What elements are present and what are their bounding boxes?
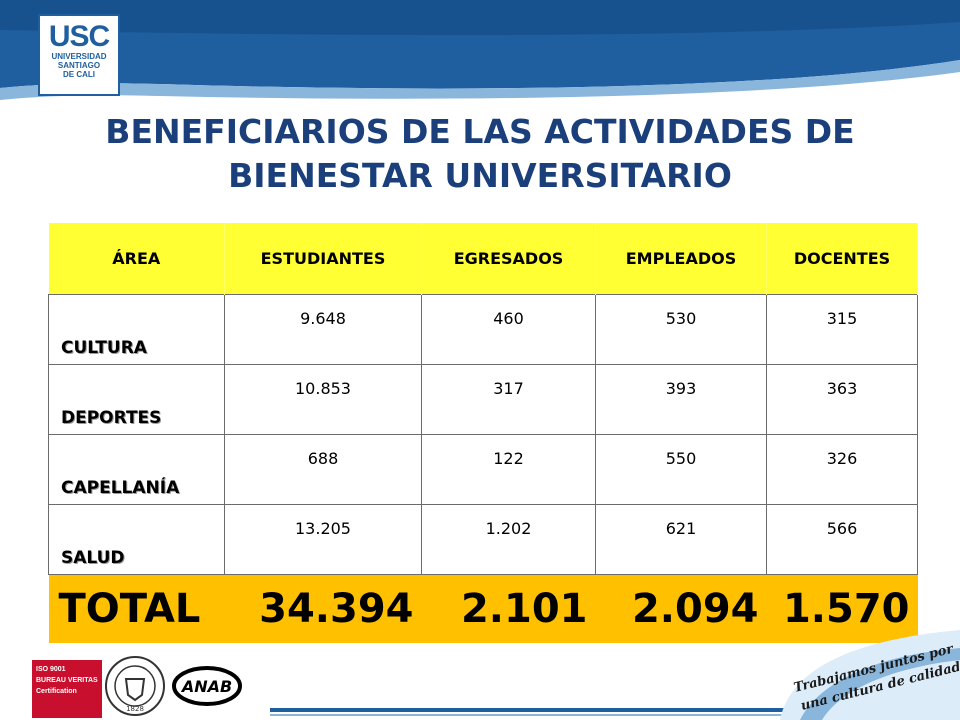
- title-line-2: BIENESTAR UNIVERSITARIO: [228, 156, 732, 195]
- anab-logo: ANAB: [172, 666, 242, 706]
- column-header-docentes: DOCENTES: [766, 223, 918, 295]
- column-header-egresados: EGRESADOS: [421, 223, 596, 295]
- table-cell: 1.202: [421, 504, 596, 575]
- table-cell: 363: [766, 364, 918, 435]
- row-label: DEPORTES: [48, 364, 225, 435]
- logo-line-1: UNIVERSIDAD: [51, 52, 107, 61]
- beneficiaries-table: ÁREA ESTUDIANTES EGRESADOS EMPLEADOS DOC…: [48, 223, 918, 643]
- university-logo: USC UNIVERSIDAD SANTIAGO DE CALI: [38, 14, 120, 96]
- slogan-badge: Trabajamos juntos por una cultura de cal…: [780, 630, 960, 720]
- page-title: BENEFICIARIOS DE LAS ACTIVIDADES DE BIEN…: [40, 110, 920, 198]
- total-cell: 2.094: [595, 574, 767, 643]
- logo-line-3: DE CALI: [63, 70, 95, 79]
- table-cell: 460: [421, 294, 596, 365]
- table-cell: 326: [766, 434, 918, 505]
- logo-line-2: SANTIAGO: [57, 61, 101, 70]
- iso-certification-logo: ISO 9001 BUREAU VERITAS Certification: [32, 660, 102, 718]
- total-row: TOTAL 34.394 2.101 2.094 1.570: [48, 574, 918, 643]
- table-cell: 621: [595, 504, 767, 575]
- table-cell: 688: [224, 434, 422, 505]
- table-row: DEPORTES 10.853 317 393 363: [48, 364, 918, 435]
- row-label: SALUD: [48, 504, 225, 575]
- table-row: CULTURA 9.648 460 530 315: [48, 294, 918, 365]
- table-row: SALUD 13.205 1.202 621 566: [48, 504, 918, 575]
- title-line-1: BENEFICIARIOS DE LAS ACTIVIDADES DE: [105, 112, 855, 151]
- row-label: CAPELLANÍA: [48, 434, 225, 505]
- column-header-empleados: EMPLEADOS: [595, 223, 767, 295]
- cert-line-1: ISO 9001: [36, 666, 66, 673]
- cert-line-3: Certification: [36, 688, 77, 695]
- cert-line-2: BUREAU VERITAS: [36, 677, 98, 684]
- table-cell: 9.648: [224, 294, 422, 365]
- table-cell: 315: [766, 294, 918, 365]
- column-header-estudiantes: ESTUDIANTES: [224, 223, 422, 295]
- table-cell: 13.205: [224, 504, 422, 575]
- row-label: CULTURA: [48, 294, 225, 365]
- column-header-area: ÁREA: [48, 223, 225, 295]
- table-cell: 566: [766, 504, 918, 575]
- svg-text:ANAB: ANAB: [180, 677, 232, 696]
- footer-stripe: [0, 705, 960, 720]
- table-cell: 10.853: [224, 364, 422, 435]
- header-band: [0, 0, 960, 110]
- bureau-veritas-seal-icon: 1828: [105, 656, 165, 716]
- table-cell: 122: [421, 434, 596, 505]
- logo-mark: USC: [48, 20, 110, 53]
- table-cell: 393: [595, 364, 767, 435]
- table-cell: 317: [421, 364, 596, 435]
- table-cell: 530: [595, 294, 767, 365]
- total-label: TOTAL: [48, 574, 225, 643]
- svg-text:1828: 1828: [126, 705, 144, 713]
- table-header-row: ÁREA ESTUDIANTES EGRESADOS EMPLEADOS DOC…: [48, 223, 918, 295]
- table-row: CAPELLANÍA 688 122 550 326: [48, 434, 918, 505]
- total-cell: 1.570: [766, 574, 918, 643]
- total-cell: 2.101: [421, 574, 596, 643]
- total-cell: 34.394: [224, 574, 422, 643]
- table-cell: 550: [595, 434, 767, 505]
